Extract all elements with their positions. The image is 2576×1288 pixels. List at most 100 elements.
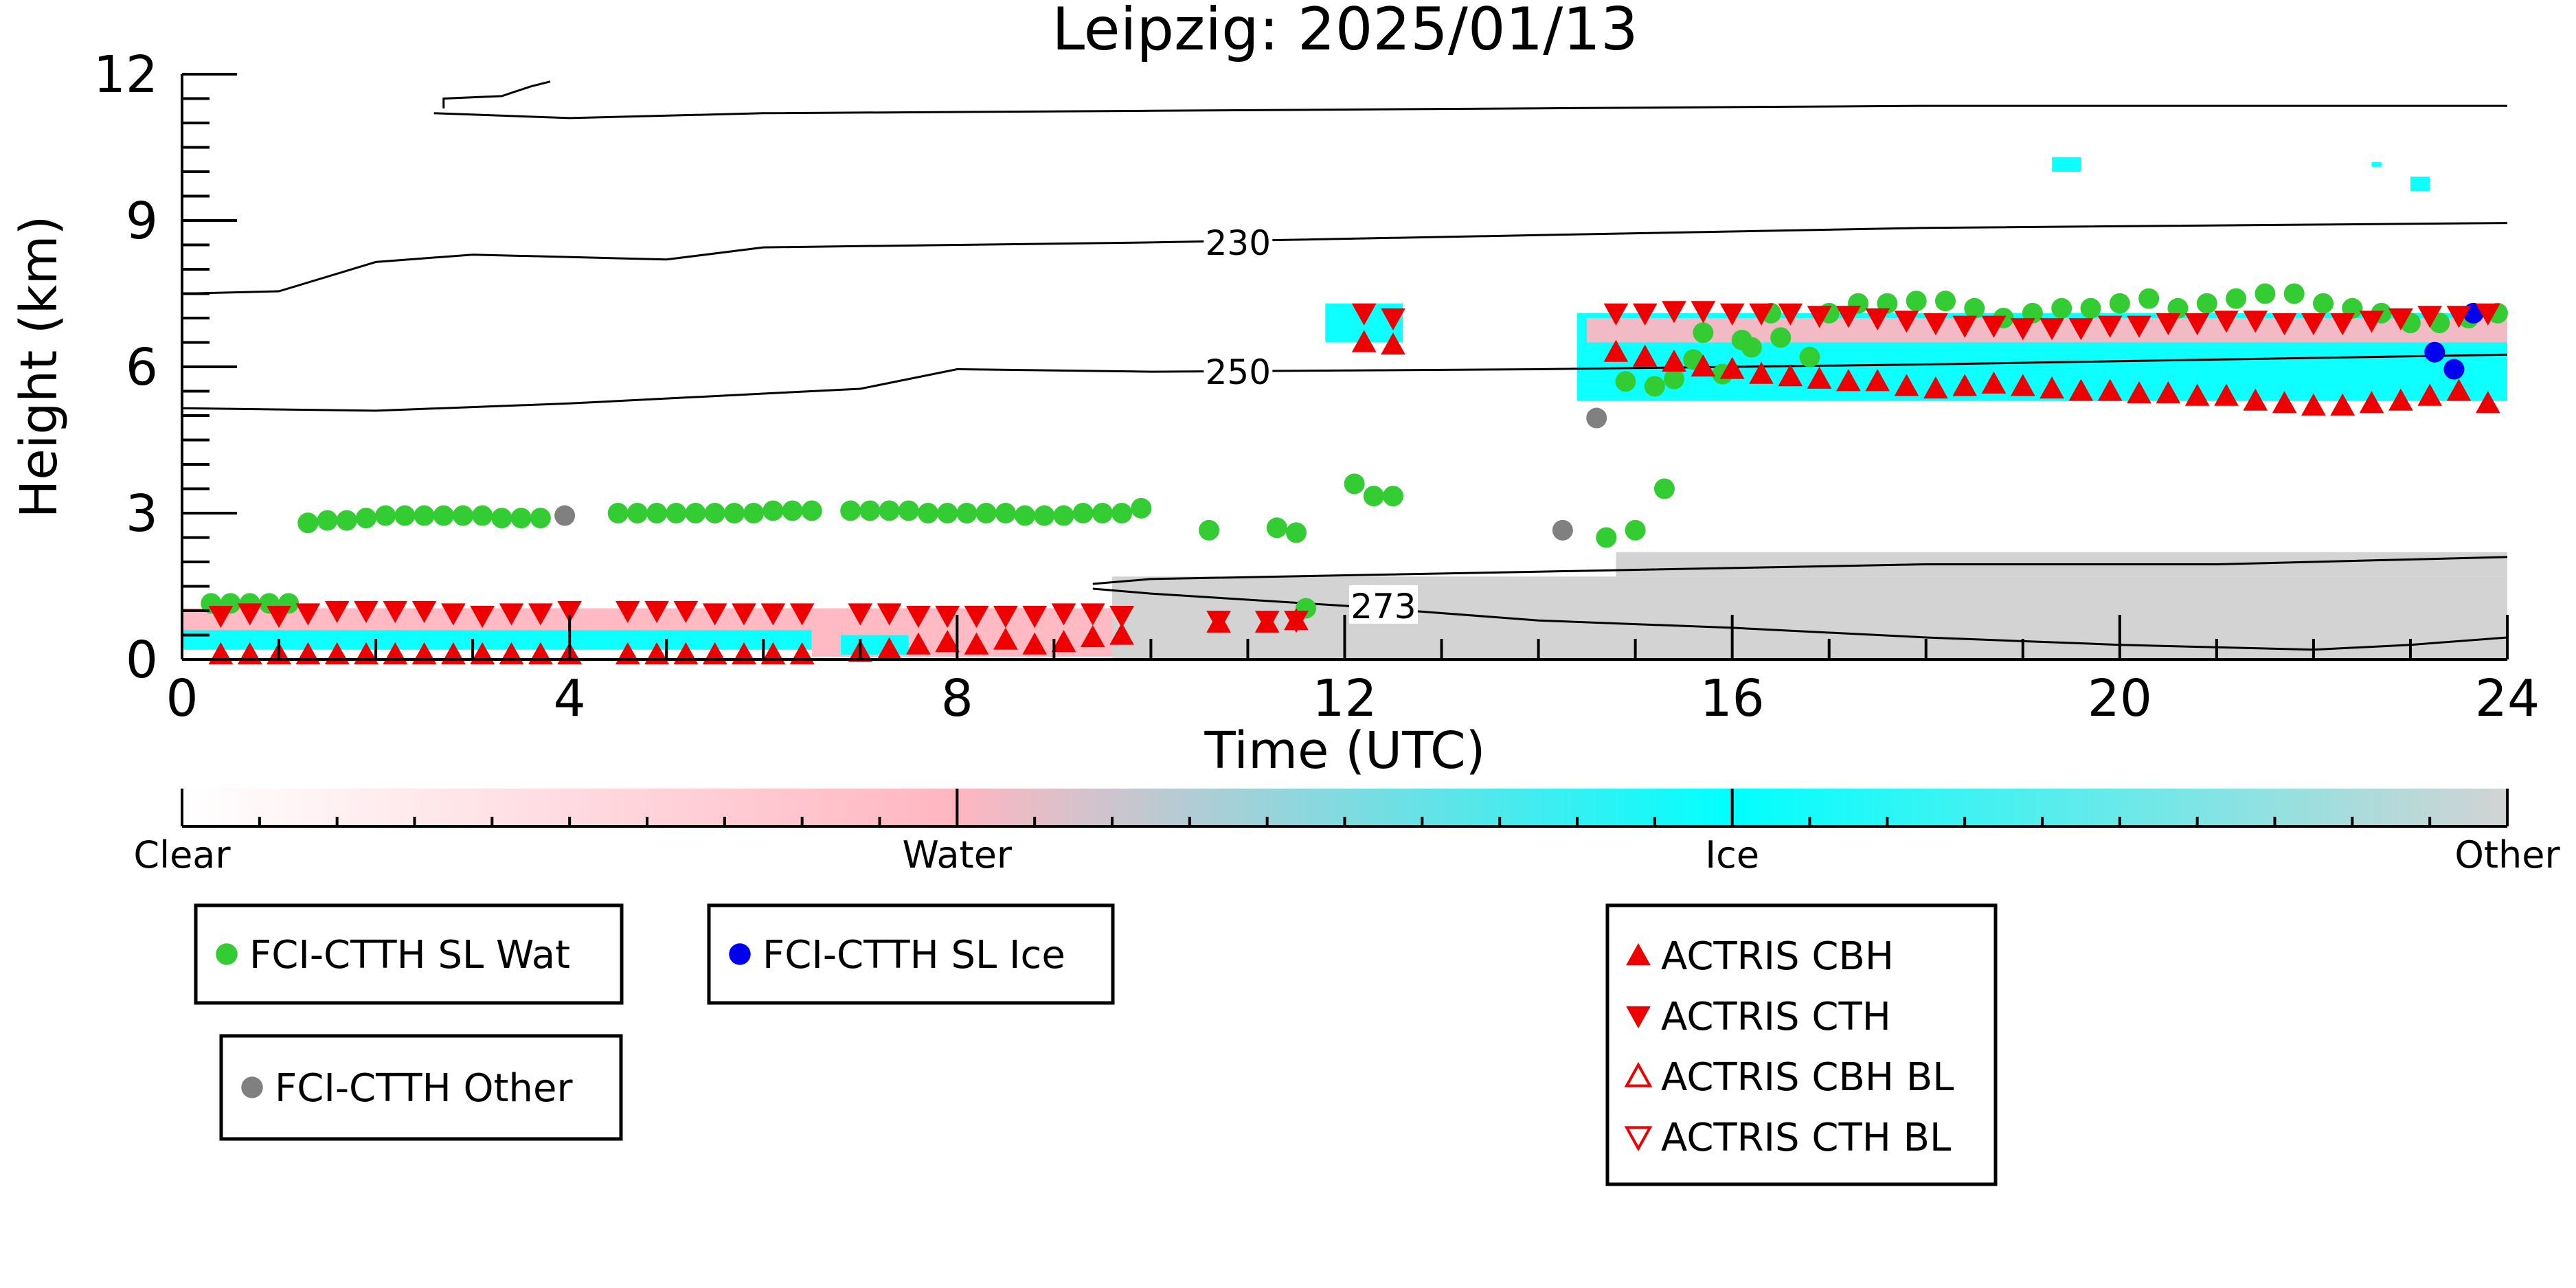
region-other bbox=[1112, 576, 2507, 659]
data-point bbox=[975, 503, 997, 523]
data-point bbox=[937, 503, 958, 523]
data-point bbox=[644, 600, 669, 624]
data-point bbox=[743, 503, 765, 523]
legend-box: FCI-CTTH SL Wat bbox=[194, 903, 624, 1005]
data-point bbox=[2010, 318, 2035, 341]
data-point bbox=[1693, 322, 1714, 343]
data-point bbox=[2359, 310, 2384, 333]
data-point bbox=[702, 603, 727, 626]
chart-title: Leipzig: 2025/01/13 bbox=[1052, 0, 1638, 64]
data-point bbox=[355, 508, 376, 529]
data-point bbox=[1199, 519, 1220, 541]
data-point bbox=[993, 606, 1018, 629]
data-point bbox=[1644, 376, 1665, 397]
data-point bbox=[1552, 519, 1573, 541]
colorbar-label: Other bbox=[2454, 833, 2560, 877]
legend-label: FCI-CTTH SL Wat bbox=[249, 933, 570, 978]
legend-frame bbox=[194, 903, 624, 1005]
contour-label-bg bbox=[1204, 221, 1273, 260]
data-point bbox=[1981, 315, 2007, 338]
data-point bbox=[906, 632, 931, 655]
data-point bbox=[2214, 383, 2239, 406]
series-fci-ctth-sl-ice bbox=[2424, 302, 2484, 380]
data-point bbox=[2301, 393, 2326, 416]
data-point bbox=[1691, 354, 1716, 377]
cloud-phase-regions bbox=[182, 157, 2507, 659]
data-point bbox=[1894, 310, 1919, 333]
data-point bbox=[964, 632, 989, 655]
legend-marker bbox=[1624, 1126, 1653, 1152]
data-point bbox=[762, 500, 784, 521]
legend-marker bbox=[1624, 1061, 1653, 1087]
data-point bbox=[2040, 318, 2064, 341]
data-point bbox=[1080, 624, 1105, 648]
series-actris-cth bbox=[208, 301, 2500, 633]
data-point bbox=[1284, 608, 1309, 631]
y-axis-label: Height (km) bbox=[10, 216, 69, 519]
data-point bbox=[1662, 349, 1686, 372]
data-point bbox=[1080, 603, 1105, 626]
y-tick-label: 12 bbox=[93, 45, 158, 104]
data-point bbox=[1111, 503, 1133, 523]
data-point bbox=[1632, 303, 1658, 326]
data-point bbox=[1664, 368, 1685, 389]
data-point bbox=[685, 503, 706, 523]
data-point bbox=[1072, 503, 1094, 523]
data-point bbox=[1351, 303, 1377, 326]
plot-area: 230 250 273 bbox=[182, 80, 2508, 664]
data-point bbox=[411, 600, 437, 624]
data-point bbox=[1894, 374, 1919, 396]
region-ice bbox=[841, 635, 909, 655]
y-tick-label: 9 bbox=[126, 192, 158, 251]
data-point bbox=[1022, 632, 1048, 655]
data-point bbox=[1749, 361, 1774, 384]
data-point bbox=[840, 500, 861, 521]
data-point bbox=[1131, 497, 1152, 519]
legend-label: FCI-CTTH SL Ice bbox=[762, 933, 1065, 978]
data-point bbox=[993, 627, 1018, 650]
data-point bbox=[295, 603, 321, 626]
legend-frame bbox=[219, 1034, 623, 1141]
data-point bbox=[1254, 610, 1280, 633]
contour-line bbox=[442, 80, 551, 109]
data-point bbox=[297, 512, 319, 534]
data-point bbox=[615, 600, 640, 624]
legend-box: ACTRIS CBH ACTRIS CTH ACTRIS CBH BL ACTRIS … bbox=[1605, 903, 1998, 1186]
legend-label: ACTRIS CBH BL bbox=[1661, 1055, 1954, 1100]
legend-frame bbox=[1605, 903, 1998, 1186]
data-point bbox=[2359, 391, 2384, 414]
x-axis-label: Time (UTC) bbox=[1204, 721, 1485, 780]
data-point bbox=[267, 606, 291, 629]
data-point bbox=[2283, 283, 2305, 304]
data-point bbox=[2255, 283, 2276, 304]
legend-marker bbox=[216, 943, 238, 965]
data-point bbox=[877, 603, 902, 626]
x-tick-label: 0 bbox=[166, 669, 198, 728]
data-point bbox=[2313, 293, 2334, 314]
data-point bbox=[2226, 288, 2247, 309]
region-ice bbox=[2410, 177, 2430, 192]
data-point bbox=[1625, 519, 1646, 541]
data-point bbox=[2196, 293, 2217, 314]
data-point bbox=[1053, 505, 1074, 526]
data-point bbox=[1952, 374, 1978, 396]
region-ice bbox=[2371, 161, 2382, 167]
data-point bbox=[1662, 301, 1686, 324]
data-point bbox=[1092, 503, 1113, 523]
data-point bbox=[956, 503, 978, 523]
data-point bbox=[1865, 308, 1890, 331]
data-point bbox=[1923, 376, 1948, 399]
data-point bbox=[2068, 318, 2094, 341]
data-point bbox=[906, 606, 931, 629]
data-point bbox=[1596, 527, 1617, 548]
data-point bbox=[723, 503, 745, 523]
data-point bbox=[433, 505, 454, 526]
data-point bbox=[898, 500, 919, 521]
data-point bbox=[1206, 610, 1231, 633]
data-point bbox=[1381, 332, 1405, 355]
data-point bbox=[336, 510, 357, 531]
legends: FCI-CTTH SL Wat FCI-CTTH SL Ice FCI-CTTH O… bbox=[194, 903, 1998, 1186]
data-point bbox=[2475, 391, 2500, 414]
data-point bbox=[530, 508, 551, 529]
